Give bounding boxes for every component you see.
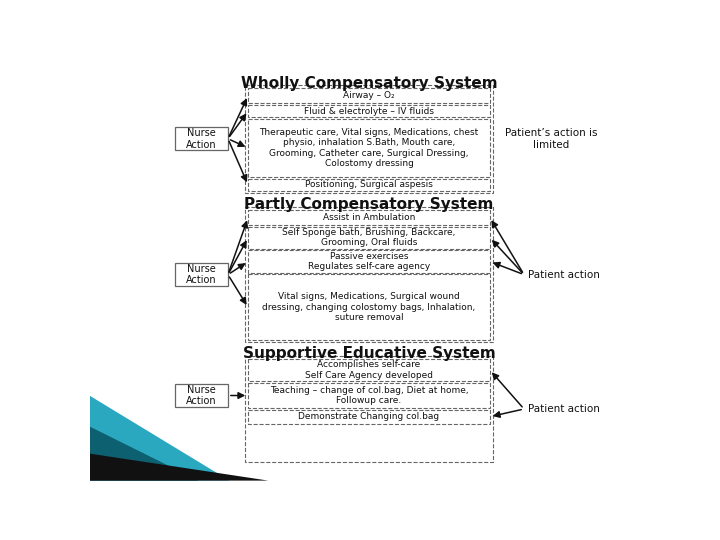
Bar — [248, 383, 490, 408]
Text: Vital signs, Medications, Surgical wound
dressing, changing colostomy bags, Inha: Vital signs, Medications, Surgical wound… — [262, 293, 476, 322]
Bar — [175, 263, 228, 286]
Text: Airway – O₂: Airway – O₂ — [343, 91, 395, 100]
Text: Teaching – change of col.bag, Diet at home,
Followup care.: Teaching – change of col.bag, Diet at ho… — [270, 386, 468, 405]
Bar — [248, 251, 490, 273]
Text: Nurse
Action: Nurse Action — [186, 128, 217, 150]
Text: Nurse
Action: Nurse Action — [186, 384, 217, 406]
Bar — [248, 410, 490, 423]
Bar — [245, 85, 493, 193]
Text: Wholly Compensatory System: Wholly Compensatory System — [240, 76, 498, 91]
Text: Partly Compensatory System: Partly Compensatory System — [244, 197, 494, 212]
Text: Patient action: Patient action — [528, 404, 600, 414]
Bar — [248, 105, 490, 117]
Polygon shape — [90, 427, 199, 481]
Text: Accomplishes self-care
Self Care Agency developed: Accomplishes self-care Self Care Agency … — [305, 360, 433, 380]
Bar — [175, 384, 228, 407]
Text: Self Sponge bath, Brushing, Backcare,
Grooming, Oral fluids: Self Sponge bath, Brushing, Backcare, Gr… — [282, 228, 456, 247]
Bar — [248, 274, 490, 340]
Polygon shape — [90, 454, 269, 481]
Text: Patient action: Patient action — [528, 269, 600, 280]
Bar — [248, 179, 490, 191]
Text: Passive exercises
Regulates self-care agency: Passive exercises Regulates self-care ag… — [308, 252, 430, 271]
Text: Fluid & electrolyte – IV fluids: Fluid & electrolyte – IV fluids — [304, 106, 434, 116]
Text: Supportive Educative System: Supportive Educative System — [243, 346, 495, 361]
Text: Positioning, Surgical aspesis: Positioning, Surgical aspesis — [305, 180, 433, 190]
Bar — [245, 356, 493, 462]
Bar — [175, 127, 228, 150]
Text: Patient’s action is
limited: Patient’s action is limited — [505, 128, 597, 150]
Polygon shape — [90, 396, 230, 481]
Text: Assist in Ambulation: Assist in Ambulation — [323, 213, 415, 222]
Text: Demonstrate Changing col.bag: Demonstrate Changing col.bag — [298, 412, 440, 421]
Bar — [248, 119, 490, 177]
Text: Therapeutic care, Vital signs, Medications, chest
physio, inhalation S.Bath, Mou: Therapeutic care, Vital signs, Medicatio… — [259, 128, 479, 168]
Bar — [248, 359, 490, 381]
Bar — [248, 211, 490, 225]
Bar — [248, 226, 490, 249]
Text: Nurse
Action: Nurse Action — [186, 264, 217, 286]
Bar — [248, 88, 490, 103]
Bar — [245, 207, 493, 342]
